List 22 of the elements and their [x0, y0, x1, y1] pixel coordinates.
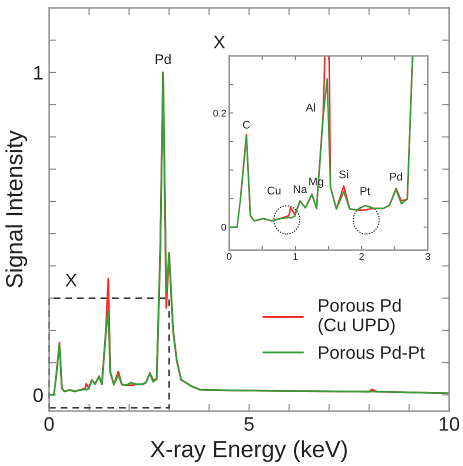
annotation: Cu — [268, 186, 280, 194]
legend-label: Porous Pd-Pt — [318, 346, 425, 359]
x-tick-label: 0 — [226, 253, 232, 260]
x-tick-label: 10 — [440, 417, 460, 431]
x-tick-label: 3 — [425, 253, 430, 260]
legend-label: Porous Pd (Cu UPD) — [318, 298, 401, 335]
x-tick-label: 2 — [359, 253, 364, 260]
annotation: C — [242, 120, 250, 129]
annotation: X — [65, 274, 77, 286]
annotation: Al — [306, 103, 315, 112]
x-tick-label: 1 — [293, 253, 298, 260]
annotation: Si — [339, 170, 348, 178]
annotation: X — [214, 36, 225, 48]
y-axis-title: Signal Intensity — [5, 130, 28, 288]
annotation: Pt — [360, 187, 370, 195]
x-tick-label: 5 — [244, 417, 254, 431]
y-tick-label: 0.2 — [213, 110, 226, 117]
annotation: Na — [294, 185, 308, 194]
x-axis-title: X-ray Energy (keV) — [150, 440, 347, 462]
x-tick-label: 0 — [44, 417, 54, 431]
annotation: Pd — [390, 172, 402, 181]
annotation: Pd — [156, 54, 171, 64]
